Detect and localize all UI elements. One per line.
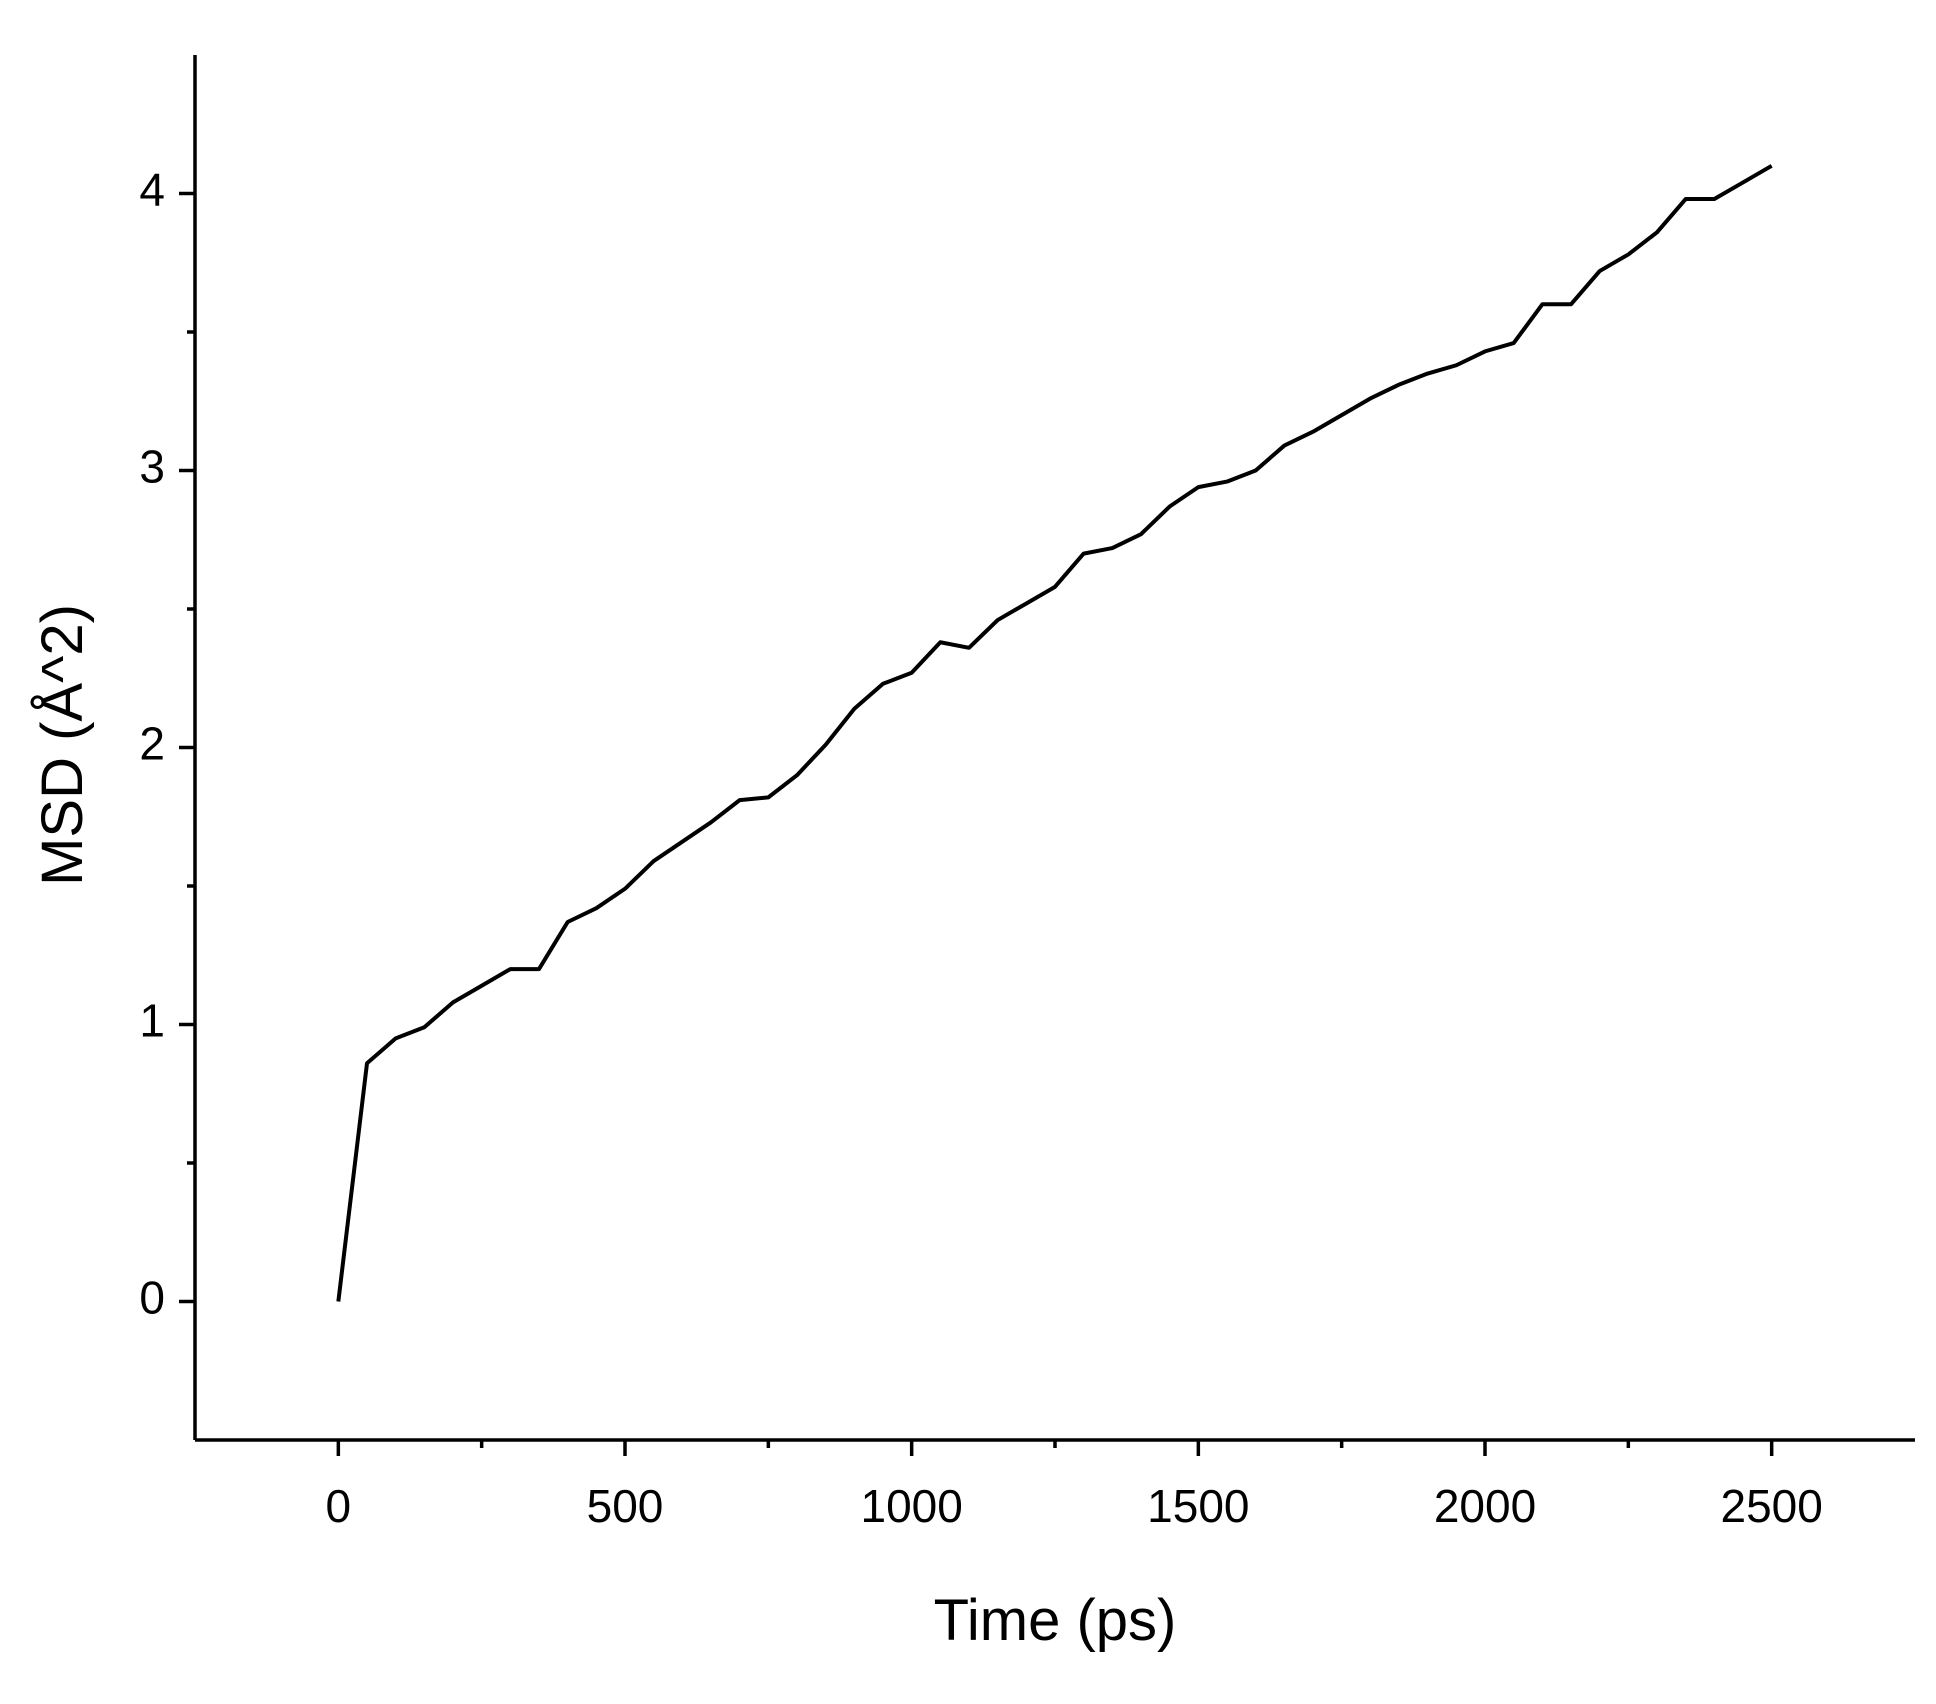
- y-tick-label: 1: [139, 995, 165, 1047]
- x-tick-label: 1000: [860, 1480, 962, 1532]
- y-tick-label: 3: [139, 441, 165, 493]
- x-tick-label: 2000: [1434, 1480, 1536, 1532]
- x-axis-title: Time (ps): [934, 1588, 1177, 1653]
- x-tick-label: 500: [587, 1480, 664, 1532]
- x-tick-label: 0: [326, 1480, 352, 1532]
- y-axis-title: MSD (Å^2): [30, 604, 95, 886]
- y-tick-label: 2: [139, 718, 165, 770]
- x-tick-label: 1500: [1147, 1480, 1249, 1532]
- data-line: [336, 164, 1773, 1302]
- y-tick-label: 4: [139, 164, 165, 216]
- y-tick-label: 0: [139, 1272, 165, 1324]
- x-tick-label: 2500: [1720, 1480, 1822, 1532]
